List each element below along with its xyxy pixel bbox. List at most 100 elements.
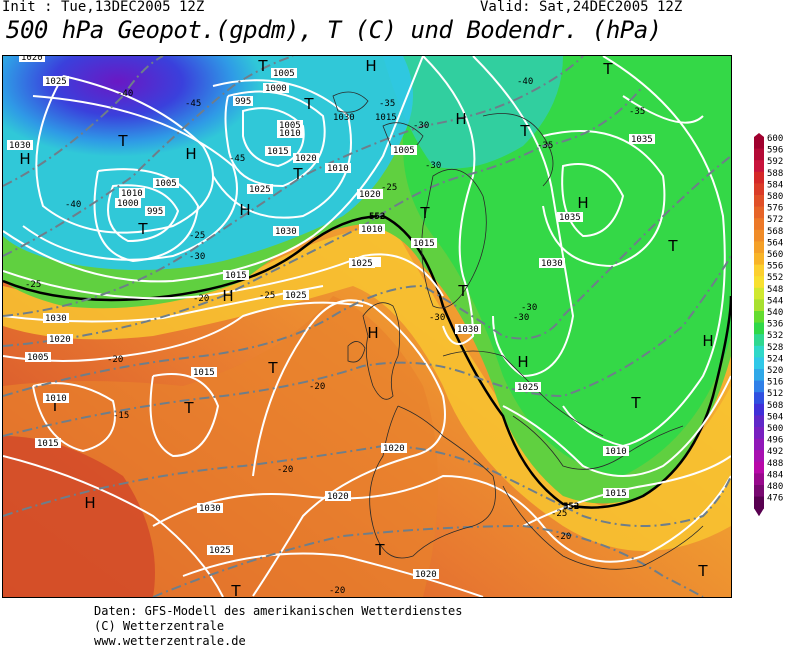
svg-text:1020: 1020 bbox=[415, 570, 437, 580]
geopot-labels: 552 552 bbox=[369, 212, 579, 512]
low-center: T bbox=[697, 562, 708, 580]
legend-level-label: 572 bbox=[767, 215, 783, 225]
legend-swatch bbox=[754, 345, 764, 358]
low-center: T bbox=[630, 394, 641, 412]
svg-text:1010: 1010 bbox=[605, 447, 627, 457]
low-center: T bbox=[419, 204, 430, 222]
low-center: T bbox=[292, 165, 303, 183]
legend-level-label: 544 bbox=[767, 296, 783, 306]
legend-level-label: 568 bbox=[767, 227, 783, 237]
low-center: T bbox=[303, 95, 314, 113]
credit-line: Daten: GFS-Modell des amerikanischen Wet… bbox=[94, 604, 463, 618]
svg-text:1005: 1005 bbox=[155, 179, 177, 189]
svg-text:-25: -25 bbox=[189, 231, 205, 241]
legend-level-label: 532 bbox=[767, 331, 783, 341]
legend-swatch bbox=[754, 287, 764, 300]
legend-swatch bbox=[754, 403, 764, 416]
credit-line: (C) Wetterzentrale bbox=[94, 619, 225, 633]
legend-level-label: 484 bbox=[767, 470, 783, 480]
low-center: T bbox=[602, 60, 613, 78]
svg-text:-20: -20 bbox=[555, 532, 571, 542]
init-time: Init : Tue,13DEC2005 12Z bbox=[2, 0, 205, 15]
legend-swatch bbox=[754, 392, 764, 405]
legend-swatch bbox=[754, 206, 764, 219]
svg-text:-35: -35 bbox=[629, 107, 645, 117]
low-center: T bbox=[519, 122, 530, 140]
high-center: H bbox=[19, 150, 30, 168]
legend-swatch bbox=[754, 473, 764, 486]
legend-level-label: 520 bbox=[767, 366, 783, 376]
legend-swatch bbox=[754, 461, 764, 474]
legend-level-label: 488 bbox=[767, 459, 783, 469]
svg-text:1020: 1020 bbox=[49, 335, 71, 345]
svg-text:-45: -45 bbox=[185, 99, 201, 109]
legend-top-arrow bbox=[754, 133, 764, 137]
legend-swatch bbox=[754, 311, 764, 324]
svg-text:-30: -30 bbox=[425, 161, 441, 171]
svg-text:1020: 1020 bbox=[21, 56, 43, 63]
legend-swatches bbox=[754, 133, 764, 517]
legend-level-label: 596 bbox=[767, 146, 783, 156]
svg-text:1015: 1015 bbox=[375, 113, 397, 123]
svg-text:1015: 1015 bbox=[193, 368, 215, 378]
svg-text:1005: 1005 bbox=[27, 353, 49, 363]
svg-text:1010: 1010 bbox=[45, 394, 67, 404]
legend-level-label: 588 bbox=[767, 169, 783, 179]
legend-level-label: 556 bbox=[767, 262, 783, 272]
svg-text:1030: 1030 bbox=[45, 314, 67, 324]
legend-level-label: 500 bbox=[767, 424, 783, 434]
svg-text:1025: 1025 bbox=[285, 291, 307, 301]
legend-level-label: 508 bbox=[767, 401, 783, 411]
svg-text:-25: -25 bbox=[25, 280, 41, 290]
svg-text:-25: -25 bbox=[259, 291, 275, 301]
svg-text:-30: -30 bbox=[413, 121, 429, 131]
svg-text:-30: -30 bbox=[189, 252, 205, 262]
svg-text:-25: -25 bbox=[551, 509, 567, 519]
svg-text:-25: -25 bbox=[381, 183, 397, 193]
svg-text:1020: 1020 bbox=[295, 154, 317, 164]
legend-swatch bbox=[754, 357, 764, 370]
low-center: T bbox=[117, 132, 128, 150]
polar-vortex bbox=[3, 56, 413, 270]
legend-level-label: 580 bbox=[767, 192, 783, 202]
legend-level-label: 536 bbox=[767, 320, 783, 330]
legend-swatch bbox=[754, 276, 764, 289]
legend-level-label: 476 bbox=[767, 494, 783, 504]
low-center: T bbox=[457, 282, 468, 300]
legend-swatch bbox=[754, 148, 764, 161]
pressure-centers: H H H H H H H H H H H T T T T T T T T T … bbox=[19, 57, 713, 597]
legend-swatch bbox=[754, 322, 764, 335]
svg-text:1015: 1015 bbox=[605, 489, 627, 499]
high-center: H bbox=[365, 57, 376, 75]
legend-level-label: 584 bbox=[767, 180, 783, 190]
legend-swatch bbox=[754, 450, 764, 463]
legend-swatch bbox=[754, 241, 764, 254]
credits: Daten: GFS-Modell des amerikanischen Wet… bbox=[94, 604, 462, 649]
legend-swatch bbox=[754, 183, 764, 196]
svg-text:-20: -20 bbox=[107, 355, 123, 365]
svg-text:-30: -30 bbox=[513, 313, 529, 323]
svg-text:1010: 1010 bbox=[361, 225, 383, 235]
svg-text:1020: 1020 bbox=[383, 444, 405, 454]
svg-text:1020: 1020 bbox=[359, 190, 381, 200]
legend-swatch bbox=[754, 264, 764, 277]
legend-level-label: 552 bbox=[767, 273, 783, 283]
svg-text:995: 995 bbox=[147, 207, 163, 217]
credit-line: www.wetterzentrale.de bbox=[94, 634, 246, 648]
svg-text:1025: 1025 bbox=[209, 546, 231, 556]
legend-swatch bbox=[754, 253, 764, 266]
legend-swatch bbox=[754, 415, 764, 428]
svg-text:552: 552 bbox=[563, 502, 579, 512]
svg-text:1000: 1000 bbox=[117, 199, 139, 209]
legend-swatch bbox=[754, 380, 764, 393]
svg-text:1035: 1035 bbox=[559, 213, 581, 223]
svg-text:1025: 1025 bbox=[517, 383, 539, 393]
coastlines bbox=[332, 91, 704, 570]
legend-swatch bbox=[754, 427, 764, 440]
svg-text:1010: 1010 bbox=[279, 129, 301, 139]
svg-text:1030: 1030 bbox=[333, 113, 355, 123]
svg-text:-15: -15 bbox=[113, 411, 129, 421]
svg-text:1030: 1030 bbox=[9, 141, 31, 151]
svg-text:1015: 1015 bbox=[413, 239, 435, 249]
